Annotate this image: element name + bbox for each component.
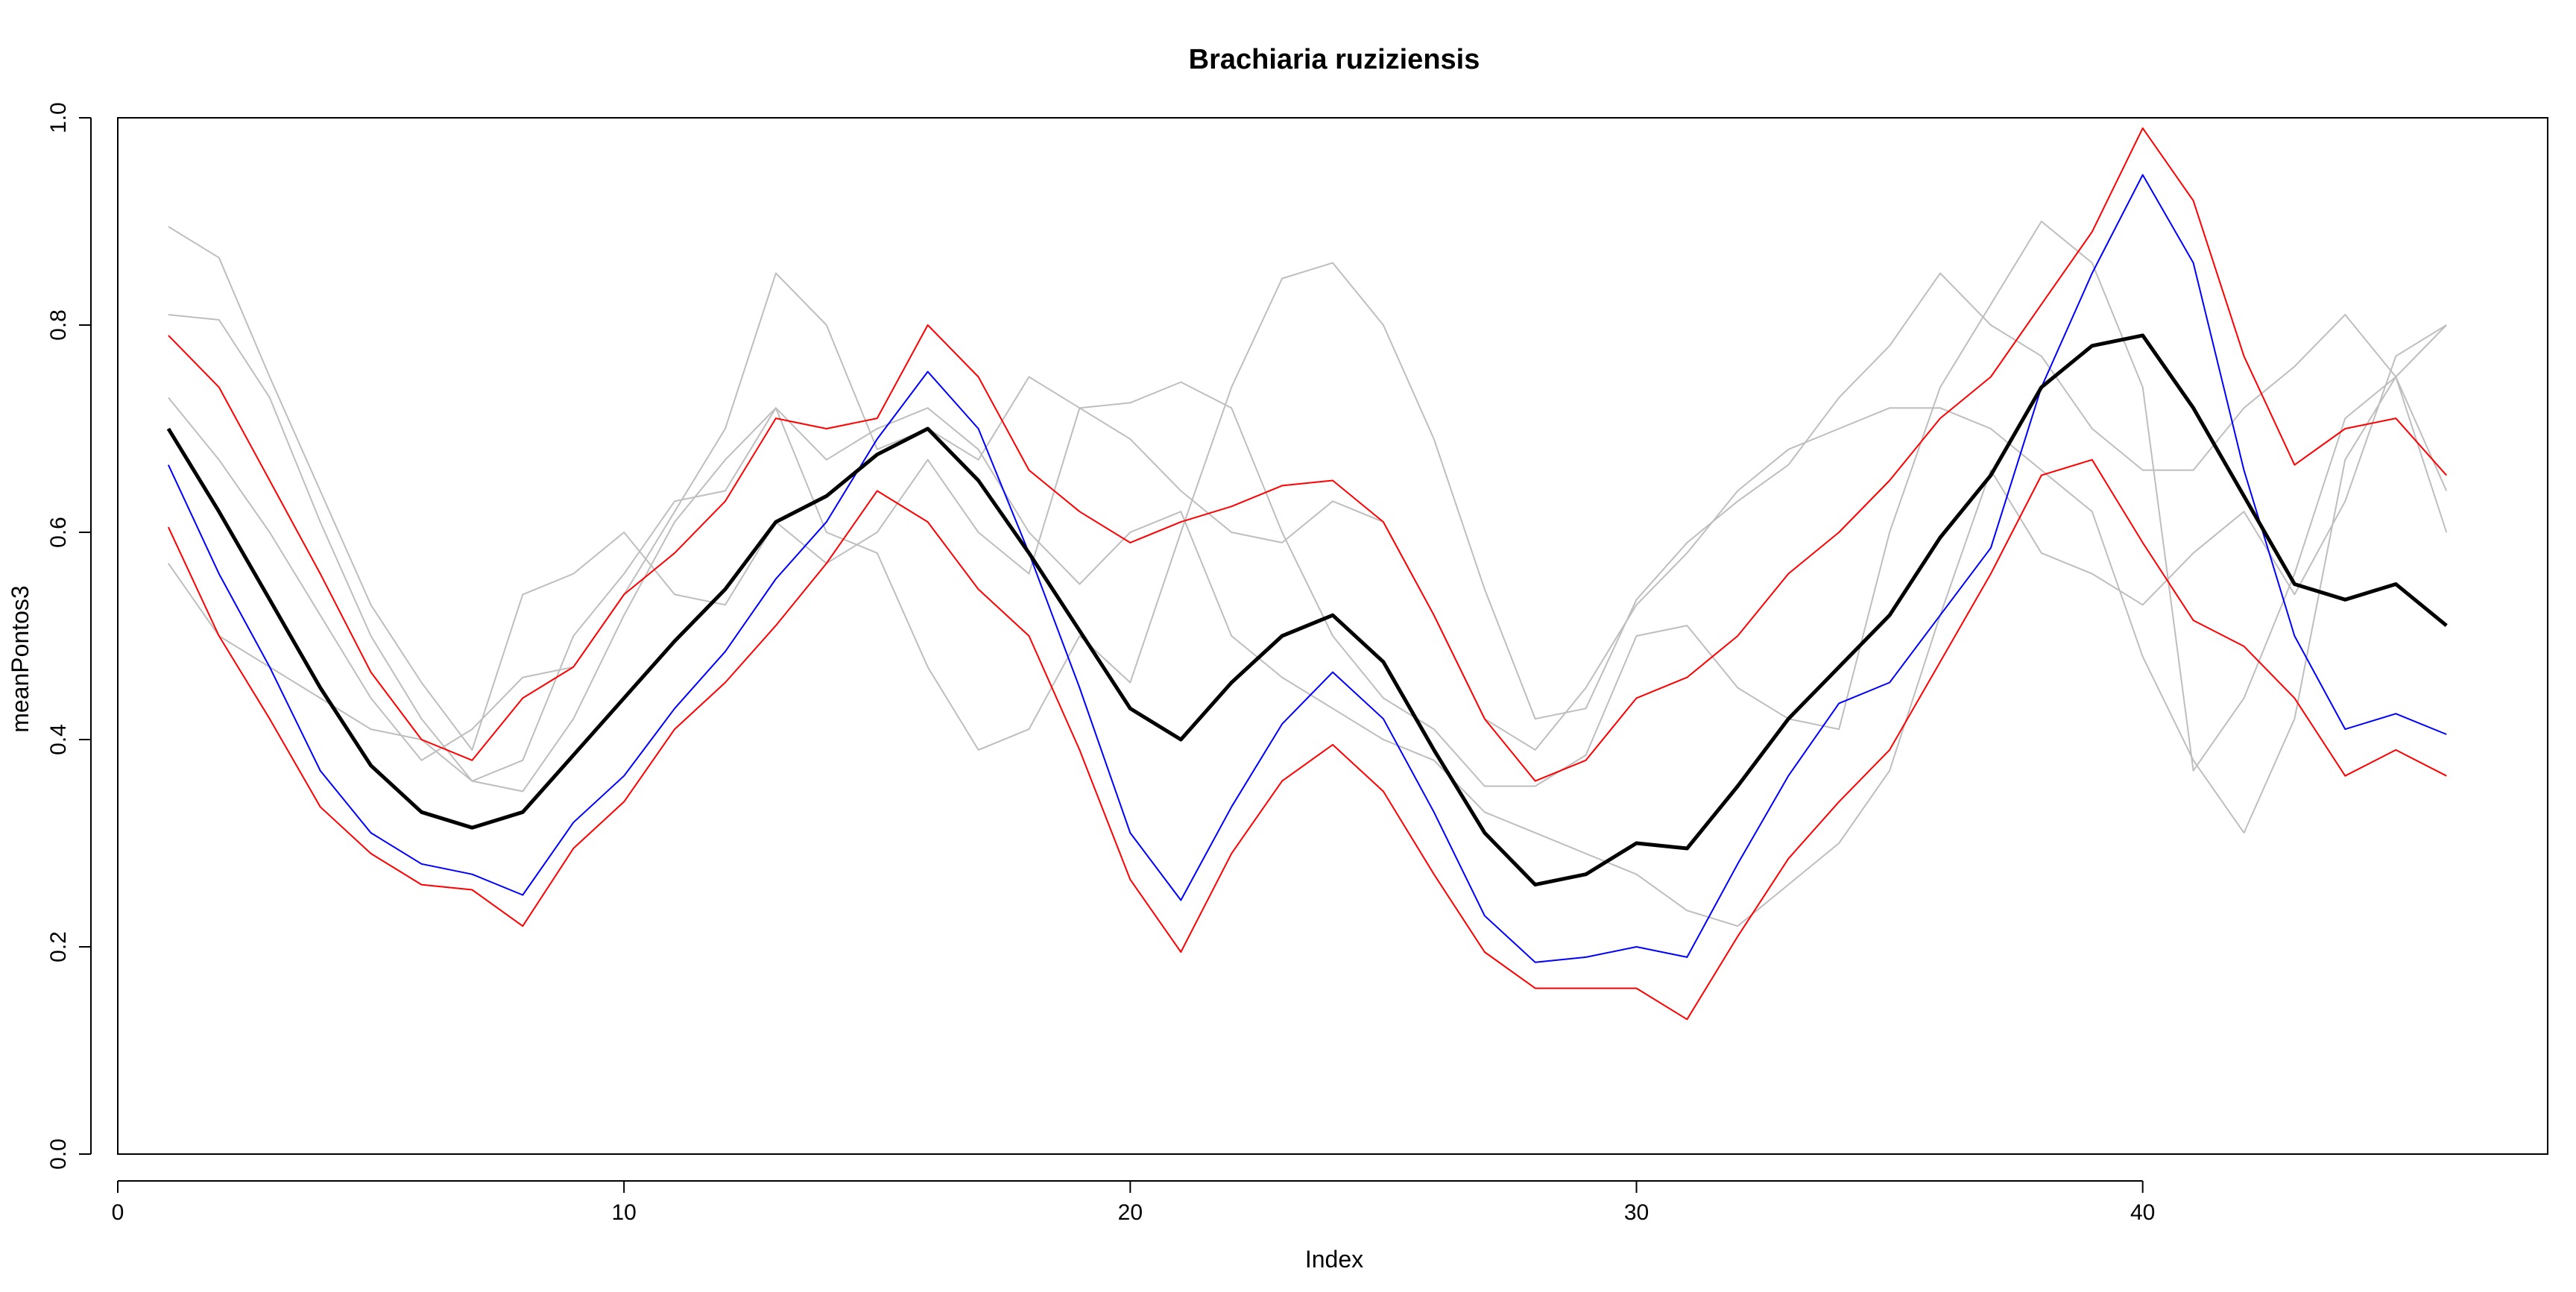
x-axis-label: Index: [1305, 1246, 1363, 1273]
y-tick-label: 0.4: [46, 724, 71, 755]
y-tick-label: 0.6: [46, 517, 71, 548]
series-line-2: [168, 262, 2447, 782]
y-tick-label: 0.2: [46, 931, 71, 962]
y-axis-label: meanPontos3: [7, 585, 34, 732]
series-line-5: [168, 127, 2447, 782]
series-layer: [166, 127, 2448, 1021]
series-line-1: [168, 221, 2448, 787]
plot-frame: [117, 117, 2548, 1155]
series-line-3: [168, 272, 2448, 834]
series-line-4: [168, 324, 2447, 927]
y-tick-label: 1.0: [46, 102, 71, 133]
x-tick-label: 0: [112, 1200, 124, 1225]
series-line-6: [167, 458, 2447, 1021]
series-line-7: [167, 174, 2447, 963]
x-tick-label: 20: [1118, 1200, 1143, 1225]
y-tick-label: 0.0: [46, 1138, 71, 1170]
series-line-8: [166, 333, 2448, 887]
axes-layer: 0 10 20 30 40 0.0 0.2 0.4 0.6 0.8 1.0: [46, 102, 2548, 1225]
y-tick-label: 0.8: [46, 309, 71, 341]
x-tick-label: 30: [1624, 1200, 1649, 1225]
x-tick-label: 40: [2130, 1200, 2155, 1225]
chart-title: Brachiaria ruziziensis: [1189, 44, 1480, 75]
x-tick-label: 10: [611, 1200, 636, 1225]
